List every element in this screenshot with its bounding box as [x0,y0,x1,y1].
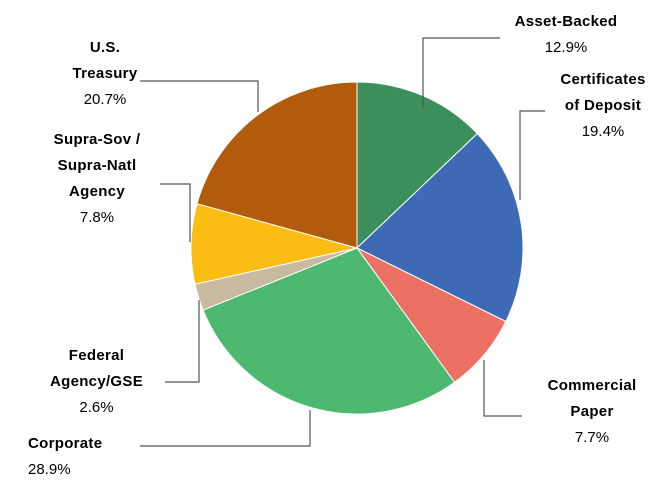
slice-label: Asset-Backed 12.9% [466,9,666,61]
value-label: 20.7% [83,91,127,108]
leader-line [422,37,500,108]
pie-slice [202,247,456,415]
category-name: Corporate [28,435,103,452]
pie-slice [356,132,524,323]
leader-line [160,183,191,242]
slice-label: Federal Agency/GSE 2.6% [0,343,193,421]
category-name: Certificates of Deposit [560,71,646,114]
category-name: Commercial Paper [547,377,637,420]
value-label: 7.8% [79,209,115,226]
category-name: Supra-Sov / Supra-Natl Agency [53,131,141,200]
value-label: 28.9% [28,461,71,478]
leader-line [140,410,311,447]
value-label: 7.7% [574,429,610,446]
leader-lines [140,37,545,447]
leader-line [165,300,200,383]
pie-slice [196,81,358,249]
category-name: Asset-Backed [514,13,618,30]
value-label: 19.4% [581,123,625,140]
slice-label: Corporate 28.9% [28,431,228,481]
leader-line [140,80,259,112]
category-name: Federal Agency/GSE [49,347,144,390]
slice-label: U.S. Treasury 20.7% [5,35,205,113]
slice-label: Certificates of Deposit 19.4% [503,67,667,145]
value-label: 2.6% [79,399,114,416]
leader-line [519,110,545,200]
slice-label: Commercial Paper 7.7% [492,373,667,451]
value-label: 12.9% [544,39,588,56]
leader-line [483,360,522,417]
slice-label: Supra-Sov / Supra-Natl Agency 7.8% [0,127,194,231]
category-name: U.S. Treasury [72,39,138,82]
